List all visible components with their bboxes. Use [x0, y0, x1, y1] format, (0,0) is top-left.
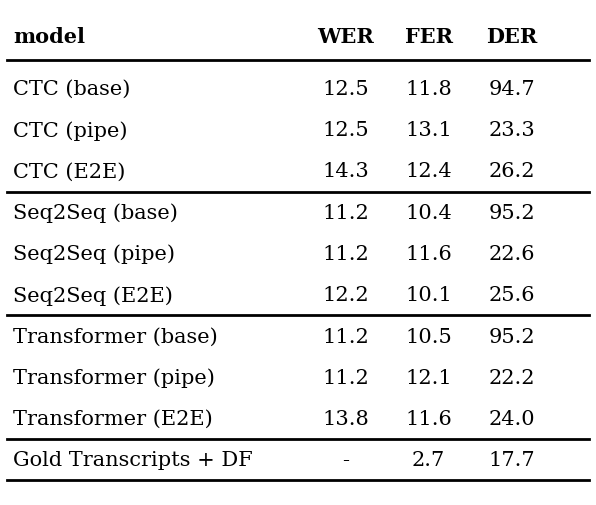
- Text: 95.2: 95.2: [488, 204, 535, 222]
- Text: 10.5: 10.5: [405, 327, 452, 346]
- Text: 10.1: 10.1: [405, 286, 452, 305]
- Text: Seq2Seq (base): Seq2Seq (base): [13, 203, 178, 223]
- Text: 17.7: 17.7: [488, 450, 535, 470]
- Text: 11.2: 11.2: [322, 204, 369, 222]
- Text: CTC (E2E): CTC (E2E): [13, 162, 126, 181]
- Text: 10.4: 10.4: [405, 204, 452, 222]
- Text: DER: DER: [486, 27, 537, 46]
- Text: 23.3: 23.3: [488, 121, 535, 140]
- Text: 11.6: 11.6: [405, 244, 452, 264]
- Text: 11.8: 11.8: [405, 80, 452, 99]
- Text: 14.3: 14.3: [322, 162, 369, 181]
- Text: 12.5: 12.5: [322, 80, 369, 99]
- Text: Seq2Seq (pipe): Seq2Seq (pipe): [13, 244, 175, 264]
- Text: 25.6: 25.6: [488, 286, 535, 305]
- Text: 2.7: 2.7: [412, 450, 445, 470]
- Text: CTC (pipe): CTC (pipe): [13, 121, 128, 140]
- Text: Transformer (pipe): Transformer (pipe): [13, 368, 215, 387]
- Text: 12.5: 12.5: [322, 121, 369, 140]
- Text: model: model: [13, 27, 85, 46]
- Text: -: -: [342, 450, 349, 470]
- Text: 13.8: 13.8: [322, 409, 369, 428]
- Text: 26.2: 26.2: [488, 162, 535, 181]
- Text: 12.4: 12.4: [405, 162, 452, 181]
- Text: 11.6: 11.6: [405, 409, 452, 428]
- Text: 12.1: 12.1: [405, 368, 452, 387]
- Text: 11.2: 11.2: [322, 368, 369, 387]
- Text: Seq2Seq (E2E): Seq2Seq (E2E): [13, 285, 173, 305]
- Text: 12.2: 12.2: [322, 286, 369, 305]
- Text: 11.2: 11.2: [322, 327, 369, 346]
- Text: FER: FER: [405, 27, 452, 46]
- Text: 24.0: 24.0: [488, 409, 535, 428]
- Text: CTC (base): CTC (base): [13, 80, 131, 99]
- Text: 13.1: 13.1: [405, 121, 452, 140]
- Text: 22.6: 22.6: [488, 244, 535, 264]
- Text: 94.7: 94.7: [488, 80, 535, 99]
- Text: 22.2: 22.2: [488, 368, 535, 387]
- Text: Transformer (base): Transformer (base): [13, 327, 218, 346]
- Text: Gold Transcripts + DF: Gold Transcripts + DF: [13, 450, 253, 470]
- Text: Transformer (E2E): Transformer (E2E): [13, 409, 213, 428]
- Text: WER: WER: [317, 27, 374, 46]
- Text: 95.2: 95.2: [488, 327, 535, 346]
- Text: 11.2: 11.2: [322, 244, 369, 264]
